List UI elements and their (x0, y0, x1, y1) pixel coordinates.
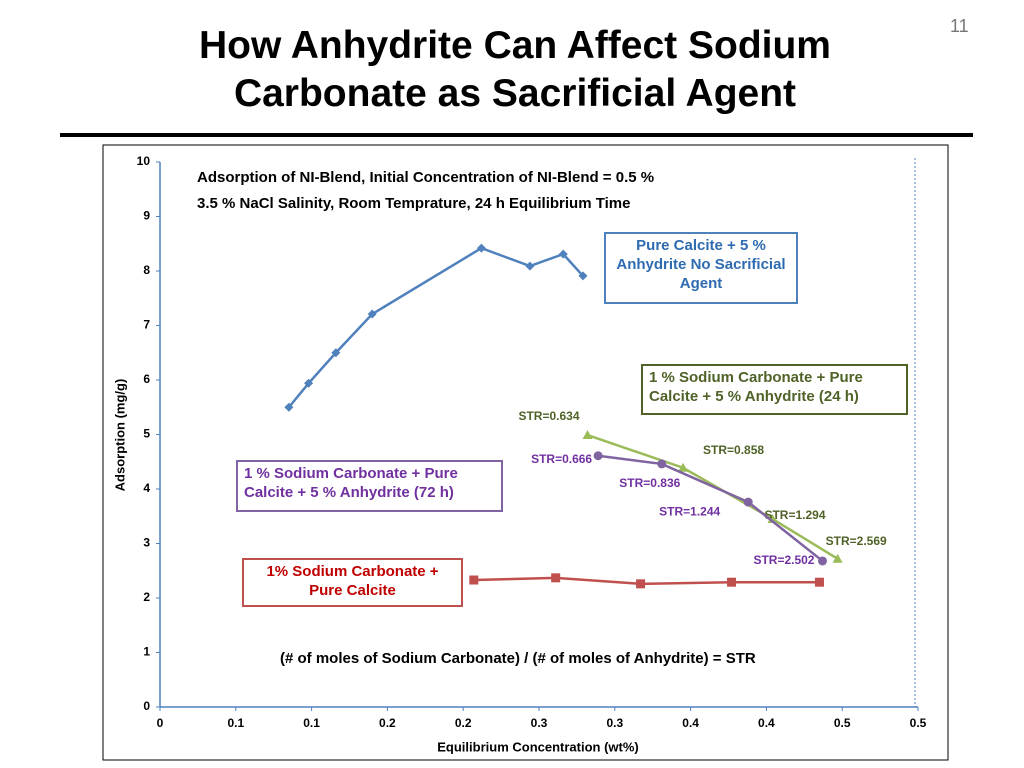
x-axis-label: Equilibrium Concentration (wt%) (437, 739, 639, 754)
series-line (287, 246, 584, 409)
marker (578, 271, 588, 281)
y-tick-label: 9 (143, 209, 150, 223)
y-tick-label: 0 (143, 699, 150, 713)
data-label: STR=2.569 (826, 534, 887, 548)
y-tick-label: 3 (143, 536, 150, 550)
x-tick-label: 0.1 (303, 716, 320, 730)
annotation: Adsorption of NI-Blend, Initial Concentr… (197, 169, 654, 186)
y-tick-label: 7 (143, 318, 150, 332)
marker (551, 573, 561, 583)
marker (525, 261, 535, 271)
marker (593, 451, 603, 461)
data-label: STR=0.666 (531, 452, 592, 466)
marker (657, 459, 667, 469)
x-tick-label: 0 (157, 716, 164, 730)
y-tick-label: 6 (143, 372, 150, 386)
y-tick-label: 1 (143, 645, 150, 659)
marker (367, 309, 377, 319)
y-tick-label: 10 (137, 154, 151, 168)
marker (814, 577, 824, 587)
x-tick-label: 0.5 (910, 716, 927, 730)
marker (743, 497, 753, 507)
legend-entry: 1 % Sodium Carbonate + Pure Calcite + 5 … (641, 364, 908, 415)
data-label: STR=0.858 (703, 443, 764, 457)
series-line (597, 454, 824, 562)
title-rule (60, 133, 973, 137)
marker (817, 556, 827, 566)
annotation: (# of moles of Sodium Carbonate) / (# of… (280, 650, 756, 667)
x-tick-label: 0.2 (379, 716, 396, 730)
y-tick-label: 2 (143, 590, 150, 604)
page-number: 11 (950, 16, 969, 36)
legend-entry: 1 % Sodium Carbonate + Pure Calcite + 5 … (236, 460, 503, 512)
y-axis-label: Adsorption (mg/g) (112, 379, 127, 492)
data-label: STR=0.634 (518, 409, 579, 423)
series-line (473, 576, 820, 586)
data-label: STR=0.836 (619, 476, 680, 490)
legend-entry: 1% Sodium Carbonate + Pure Calcite (242, 558, 463, 607)
x-tick-label: 0.4 (682, 716, 699, 730)
x-tick-label: 0.2 (455, 716, 472, 730)
marker (469, 575, 479, 585)
annotation: 3.5 % NaCl Salinity, Room Temprature, 24… (197, 195, 630, 212)
x-tick-label: 0.3 (531, 716, 548, 730)
marker (636, 579, 646, 589)
y-tick-label: 5 (143, 427, 150, 441)
marker (304, 378, 314, 388)
x-tick-label: 0.3 (606, 716, 623, 730)
x-tick-label: 0.4 (758, 716, 775, 730)
marker (558, 249, 568, 259)
chart-frame (102, 144, 949, 761)
legend-entry: Pure Calcite + 5 % Anhydrite No Sacrific… (604, 232, 798, 304)
marker (582, 430, 593, 440)
marker (678, 462, 689, 472)
data-label: STR=1.244 (659, 504, 720, 518)
y-tick-label: 8 (143, 263, 150, 277)
marker (832, 553, 843, 563)
marker (727, 577, 737, 587)
x-tick-label: 0.1 (227, 716, 244, 730)
data-label: STR=2.502 (753, 553, 814, 567)
slide-title: How Anhydrite Can Affect Sodium Carbonat… (199, 24, 831, 115)
x-tick-label: 0.5 (834, 716, 851, 730)
marker (331, 348, 341, 358)
data-label: STR=1.294 (764, 508, 825, 522)
marker (284, 402, 294, 412)
y-tick-label: 4 (143, 481, 150, 495)
marker (476, 243, 486, 253)
